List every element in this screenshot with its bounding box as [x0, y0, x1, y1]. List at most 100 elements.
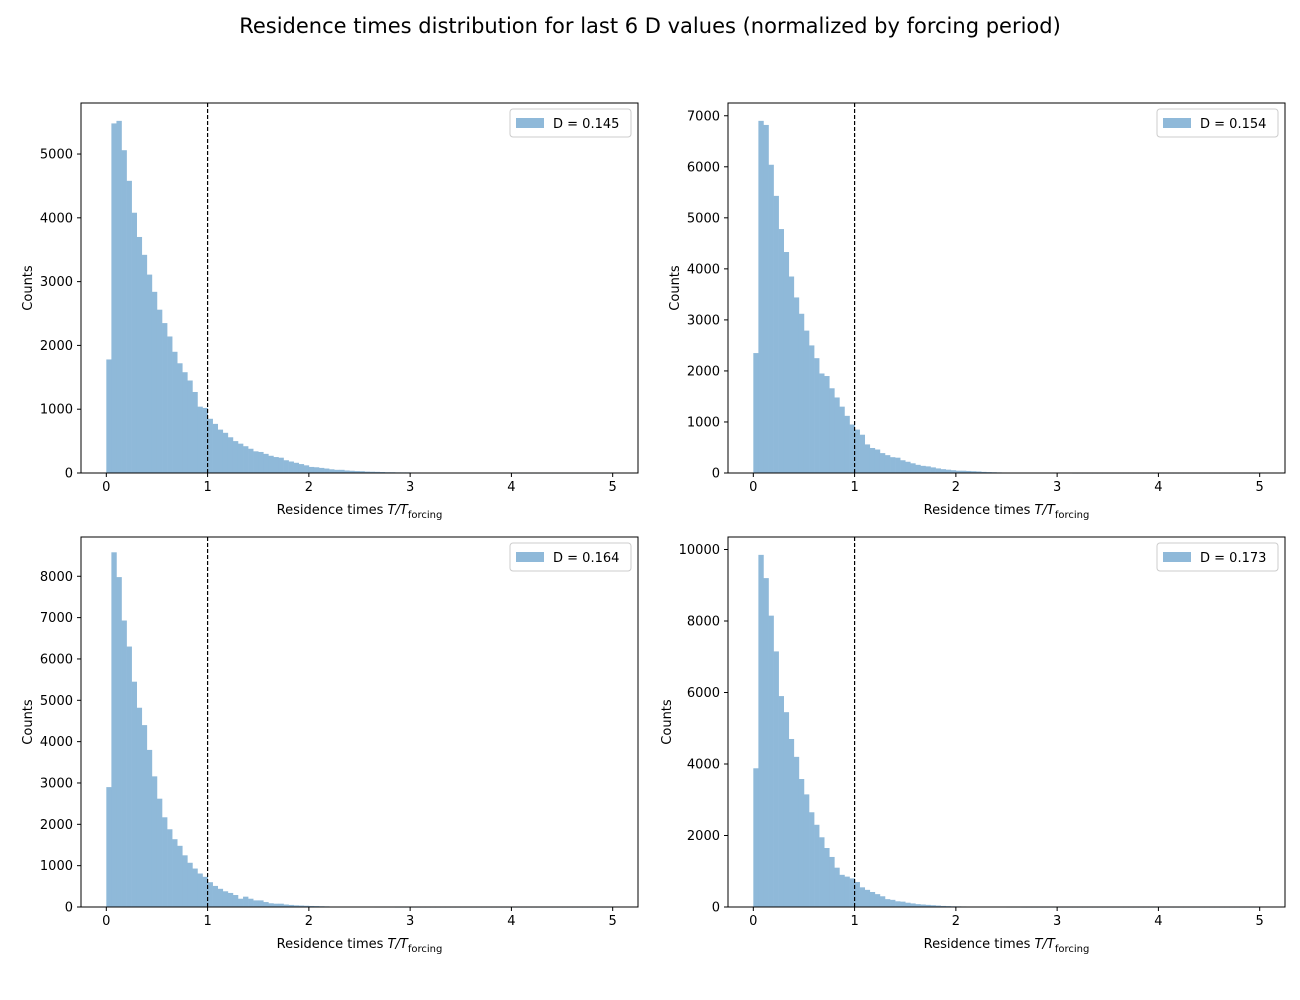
histogram-bar: [940, 469, 947, 473]
histogram-bar: [227, 437, 234, 473]
histogram-bar: [318, 467, 325, 473]
legend-box: [509, 108, 632, 138]
histogram-panel-4: 0 1 2 3 4 5 0 2000 4000 6000 8000 10000 Residence ti…: [660, 536, 1286, 955]
histogram-bar: [192, 868, 198, 907]
histogram-bar: [329, 469, 335, 473]
y-tick-label: 0: [712, 467, 720, 482]
histogram-bar: [344, 470, 350, 473]
histogram-bar: [202, 407, 208, 473]
y-tick-label: 6000: [687, 686, 720, 701]
x-tick-label: 1: [203, 480, 211, 495]
histogram-bar: [106, 359, 112, 473]
histogram-bar: [293, 462, 300, 473]
legend-swatch: [516, 552, 544, 562]
histogram-bar: [232, 441, 239, 473]
y-tick-label: 0: [65, 901, 73, 916]
histogram-bar: [874, 449, 881, 473]
histogram-bar: [854, 881, 860, 907]
x-tick-label: 2: [952, 914, 960, 929]
histogram-bar: [819, 373, 825, 473]
histogram-bar: [758, 554, 764, 907]
y-tick-label: 8000: [40, 570, 73, 585]
histogram-bar: [809, 812, 815, 907]
histogram-bar: [136, 236, 143, 473]
x-tick-label: 4: [1154, 914, 1162, 929]
histogram-bar: [783, 252, 790, 473]
histogram-bar: [298, 464, 305, 473]
x-axis-label: Residence times T/Tforcing: [277, 503, 443, 521]
histogram-bar: [798, 779, 805, 907]
histogram-bar: [895, 901, 901, 907]
y-tick-label: 1000: [40, 403, 73, 418]
histogram-bar: [268, 455, 274, 473]
histogram-bar: [844, 415, 850, 473]
histogram-bar: [324, 468, 330, 473]
histogram-bar: [768, 615, 774, 907]
y-axis-label: Counts: [21, 265, 36, 311]
histogram-bar: [798, 313, 805, 473]
y-tick-label: 8000: [687, 615, 720, 630]
histogram-bar: [293, 905, 300, 907]
legend-label: D = 0.154: [1200, 117, 1266, 132]
histogram-bar: [864, 889, 871, 907]
y-tick-label: 4000: [687, 758, 720, 773]
histogram-bar: [920, 904, 926, 907]
legend-swatch: [1163, 552, 1191, 562]
histogram-bar: [288, 904, 294, 907]
histogram-bar: [222, 432, 229, 473]
histogram-bar: [263, 902, 269, 907]
histogram-bar: [895, 457, 901, 473]
histogram-bar: [788, 738, 795, 907]
histogram-bar: [930, 467, 936, 473]
y-tick-label: 4000: [687, 262, 720, 277]
histogram-bar: [146, 749, 153, 907]
histogram-bar: [177, 845, 183, 907]
histogram-bar: [824, 848, 830, 907]
histogram-bar: [374, 471, 381, 473]
y-axis-label: Counts: [668, 265, 683, 311]
histogram-bar: [788, 276, 795, 473]
x-axis-label: Residence times T/Tforcing: [277, 937, 443, 955]
histogram-bar: [930, 905, 936, 907]
histogram-bar: [925, 466, 931, 473]
histogram-bar: [212, 885, 219, 907]
y-tick-label: 7000: [40, 611, 73, 626]
x-tick-label: 5: [1256, 914, 1264, 929]
histogram-bar: [965, 470, 972, 473]
histogram-bar: [308, 466, 315, 473]
histogram-bar: [172, 839, 178, 907]
histogram-bar: [283, 460, 289, 473]
x-tick-label: 4: [507, 914, 515, 929]
histogram-bar: [156, 309, 163, 473]
x-tick-label: 4: [507, 480, 515, 495]
histogram-bar: [900, 901, 906, 907]
histogram-bar: [369, 471, 375, 473]
figure-title: Residence times distribution for last 6 …: [239, 14, 1061, 38]
histogram-bar: [814, 358, 820, 473]
y-tick-label: 10000: [679, 543, 720, 558]
histogram-bar: [829, 856, 835, 907]
histogram-bar: [126, 646, 132, 907]
histogram-bar: [303, 905, 310, 907]
histogram-bar: [243, 896, 249, 907]
histogram-bar: [869, 447, 876, 473]
histogram-bar: [354, 471, 360, 473]
histogram-bar: [915, 904, 921, 907]
histogram-bar: [187, 862, 193, 907]
histogram-bar: [829, 388, 835, 473]
histogram-bar: [905, 902, 911, 907]
y-tick-label: 0: [712, 901, 720, 916]
histogram-bar: [854, 429, 860, 473]
histogram-bar: [849, 424, 855, 473]
histogram-bar: [187, 380, 193, 473]
histogram-bar: [783, 712, 790, 907]
histogram-bar: [859, 434, 866, 473]
histogram-bar: [248, 448, 254, 473]
x-axis-label: Residence times T/Tforcing: [924, 503, 1090, 521]
histogram-bar: [869, 891, 876, 907]
histogram-bar: [976, 471, 982, 473]
histogram-bar: [763, 578, 769, 907]
histogram-bar: [920, 465, 926, 473]
histogram-bar: [874, 894, 881, 907]
